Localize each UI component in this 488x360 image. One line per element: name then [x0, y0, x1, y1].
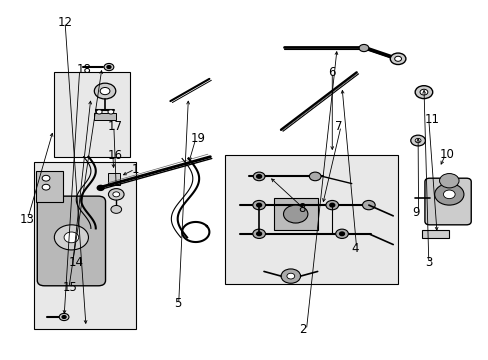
Circle shape: [94, 83, 116, 99]
Circle shape: [104, 63, 114, 71]
Text: 8: 8: [298, 202, 305, 215]
Circle shape: [325, 201, 338, 210]
Text: 4: 4: [351, 242, 359, 255]
Text: 16: 16: [108, 149, 122, 162]
Circle shape: [252, 201, 265, 210]
Text: 15: 15: [63, 281, 78, 294]
Text: 19: 19: [190, 132, 205, 145]
Text: 17: 17: [108, 120, 122, 133]
Circle shape: [410, 135, 425, 146]
Circle shape: [394, 56, 401, 61]
Bar: [36, 171, 63, 202]
Circle shape: [339, 232, 344, 235]
Text: 12: 12: [58, 16, 72, 29]
Circle shape: [256, 175, 261, 178]
Text: 11: 11: [424, 113, 439, 126]
Circle shape: [256, 203, 261, 207]
Bar: [273, 198, 317, 230]
Circle shape: [439, 174, 458, 188]
Circle shape: [97, 185, 104, 190]
Bar: [108, 173, 120, 185]
Text: 6: 6: [328, 66, 335, 79]
Bar: [224, 155, 397, 284]
Text: 5: 5: [173, 297, 181, 310]
Circle shape: [107, 66, 111, 68]
Circle shape: [108, 110, 114, 114]
Circle shape: [111, 206, 122, 213]
Circle shape: [42, 184, 50, 190]
Text: 13: 13: [19, 213, 34, 226]
Text: 18: 18: [76, 63, 91, 76]
Circle shape: [96, 110, 102, 114]
Circle shape: [309, 172, 321, 181]
Circle shape: [59, 314, 69, 320]
Text: 14: 14: [69, 256, 84, 269]
Bar: [54, 72, 130, 157]
Circle shape: [100, 87, 110, 95]
Circle shape: [283, 205, 307, 223]
Circle shape: [108, 189, 124, 200]
Circle shape: [42, 175, 50, 181]
Circle shape: [434, 184, 463, 205]
Circle shape: [329, 203, 334, 207]
Circle shape: [443, 190, 454, 199]
Bar: [94, 113, 116, 120]
Text: 10: 10: [439, 148, 453, 161]
Circle shape: [358, 44, 368, 51]
Text: 9: 9: [412, 206, 419, 219]
Text: 7: 7: [334, 120, 342, 133]
FancyBboxPatch shape: [424, 178, 470, 225]
Bar: [34, 162, 136, 329]
Circle shape: [362, 201, 374, 210]
Bar: [422, 230, 448, 238]
Text: 1: 1: [131, 163, 139, 176]
Circle shape: [64, 232, 79, 243]
Text: 3: 3: [424, 256, 431, 269]
Circle shape: [113, 192, 120, 197]
Circle shape: [281, 269, 300, 283]
Circle shape: [256, 232, 261, 235]
FancyBboxPatch shape: [37, 196, 105, 286]
Text: 2: 2: [299, 323, 306, 336]
Circle shape: [54, 225, 88, 250]
Circle shape: [286, 273, 294, 279]
Circle shape: [253, 172, 264, 181]
Circle shape: [252, 229, 265, 238]
Circle shape: [414, 86, 432, 99]
Circle shape: [389, 53, 405, 64]
Circle shape: [419, 89, 427, 95]
Circle shape: [335, 229, 347, 238]
Circle shape: [414, 138, 420, 143]
Circle shape: [62, 316, 66, 319]
